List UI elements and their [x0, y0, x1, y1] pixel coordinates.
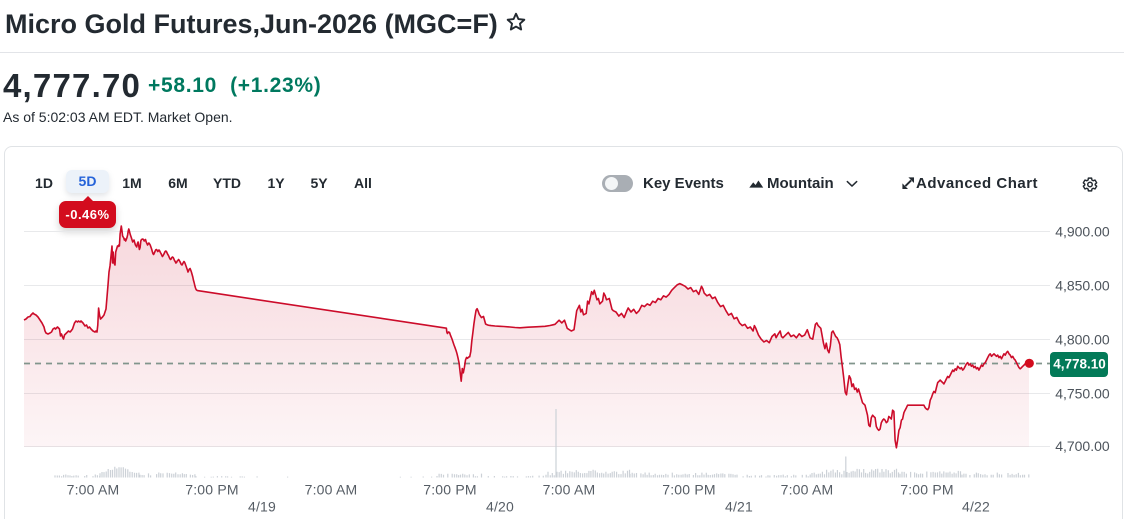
svg-text:4/22: 4/22 [962, 499, 990, 515]
svg-text:7:00 AM: 7:00 AM [781, 482, 834, 498]
svg-text:7:00 PM: 7:00 PM [185, 482, 239, 498]
svg-text:7:00 PM: 7:00 PM [900, 482, 954, 498]
svg-text:4,900.00: 4,900.00 [1055, 223, 1110, 239]
svg-text:4,700.00: 4,700.00 [1055, 438, 1110, 454]
svg-text:7:00 PM: 7:00 PM [662, 482, 716, 498]
svg-text:4,800.00: 4,800.00 [1055, 331, 1110, 347]
svg-text:4/20: 4/20 [486, 499, 514, 515]
svg-text:7:00 AM: 7:00 AM [543, 482, 596, 498]
svg-text:4,850.00: 4,850.00 [1055, 277, 1110, 293]
svg-text:4/21: 4/21 [725, 499, 753, 515]
svg-text:4,778.10: 4,778.10 [1053, 357, 1106, 372]
svg-text:4/19: 4/19 [248, 499, 276, 515]
svg-text:7:00 AM: 7:00 AM [67, 482, 120, 498]
svg-text:4,750.00: 4,750.00 [1055, 385, 1110, 401]
svg-text:7:00 AM: 7:00 AM [305, 482, 358, 498]
svg-text:7:00 PM: 7:00 PM [423, 482, 477, 498]
